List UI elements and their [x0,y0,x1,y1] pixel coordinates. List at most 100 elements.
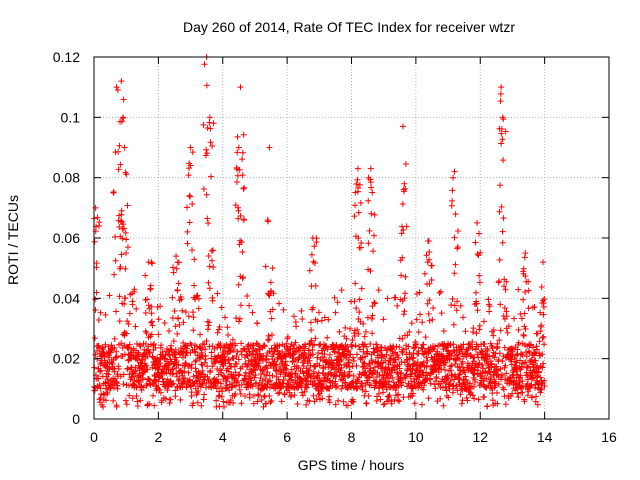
data-point [408,370,415,377]
data-point [452,211,459,218]
data-point [311,243,318,250]
data-point [314,372,321,379]
data-point [190,314,197,321]
data-point [183,345,190,352]
data-point [368,315,375,322]
data-point [172,393,179,400]
data-point [264,369,271,376]
data-point [495,381,502,388]
data-point [261,343,268,350]
data-point [368,184,375,191]
data-point [352,280,359,287]
data-point [315,349,322,356]
data-point [202,346,209,353]
data-point [367,365,374,372]
data-point [522,289,529,296]
data-point [374,348,381,355]
data-point [415,329,422,336]
data-point [474,219,481,226]
data-point [318,388,325,395]
data-point [520,265,527,272]
data-point [291,313,298,320]
data-point [478,348,485,355]
data-point [108,346,115,353]
data-point [238,381,245,388]
data-point [214,290,221,297]
data-point [371,364,378,371]
data-point [117,263,124,270]
data-point [476,279,483,286]
data-point [522,250,529,257]
data-point [118,340,125,347]
data-point [521,323,528,330]
data-point [515,339,522,346]
data-point [456,363,463,370]
data-point [333,341,340,348]
data-point [310,392,317,399]
data-point [198,346,205,353]
data-point [124,365,131,372]
data-point [413,340,420,347]
data-point [414,374,421,381]
data-point [155,316,162,323]
data-point [530,344,537,351]
data-point [432,385,439,392]
data-point [501,344,508,351]
data-point [375,287,382,294]
data-point [209,297,216,304]
data-point [133,305,140,312]
data-point [302,343,309,350]
data-point [423,362,430,369]
y-tick-label-0: 0 [72,411,80,427]
data-point [457,367,464,374]
data-point [367,340,374,347]
data-point [472,378,479,385]
data-point [190,327,197,334]
data-point [428,262,435,269]
data-point [470,383,477,390]
data-point [357,199,364,206]
data-point [156,386,163,393]
data-point [93,260,100,267]
data-point [354,165,361,172]
data-point [233,352,240,359]
data-point [346,368,353,375]
data-point [173,265,180,272]
data-point [460,314,467,321]
data-point [236,318,243,325]
data-point [359,386,366,393]
data-point [396,365,403,372]
data-point [331,294,338,301]
data-point [521,310,528,317]
data-point [240,274,247,281]
data-point [321,350,328,357]
data-point [119,118,126,125]
data-point [436,289,443,296]
data-point [464,379,471,386]
data-point [201,341,208,348]
data-point [201,359,208,366]
data-point [206,119,213,126]
data-point [481,341,488,348]
data-points [91,54,548,410]
data-point [334,299,341,306]
data-point [534,373,541,380]
data-point [288,341,295,348]
data-point [267,279,274,286]
data-point [189,149,196,156]
data-point [184,204,191,211]
data-point [338,364,345,371]
data-point [518,315,525,322]
data-point [240,131,247,138]
data-point [400,379,406,386]
data-point [541,377,548,384]
data-point [394,352,401,359]
x-tick-label-1: 2 [154,429,162,445]
data-point [452,373,459,380]
data-point [398,230,405,237]
data-point [437,395,444,402]
data-point [353,180,360,187]
data-point [493,363,500,370]
data-point [120,371,127,378]
data-point [101,391,108,398]
